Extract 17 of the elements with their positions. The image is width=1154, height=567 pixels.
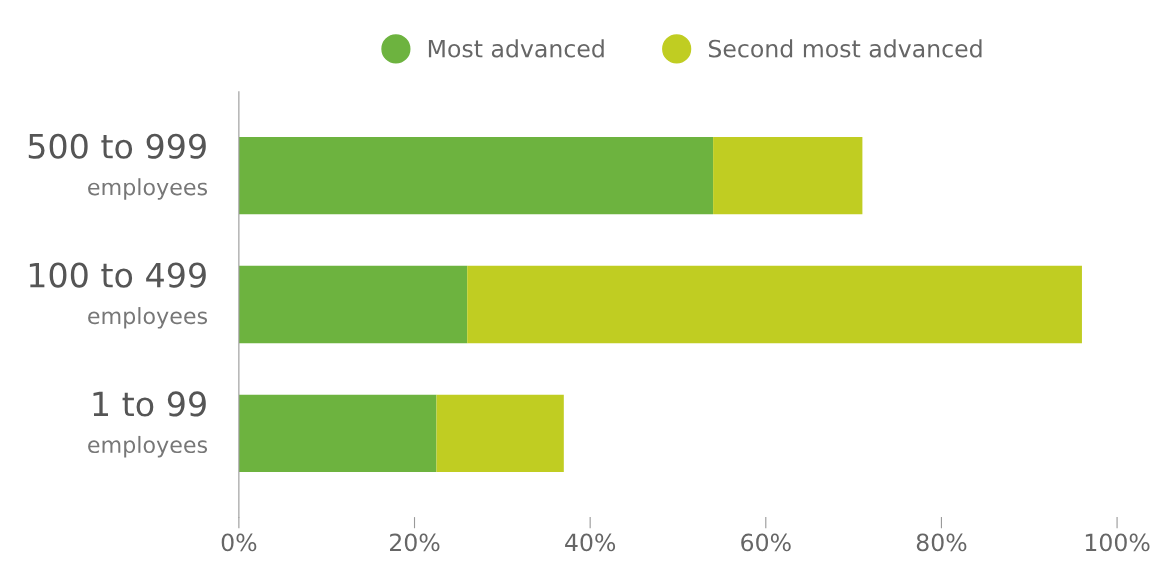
legend-label: Second most advanced xyxy=(708,39,982,58)
x-tick-label: 0% xyxy=(221,533,257,552)
bar xyxy=(238,136,714,215)
x-tick-label: 100% xyxy=(1085,533,1150,552)
x-tick-label: 60% xyxy=(741,533,791,552)
y-tick-label: 1 to 99 employees xyxy=(88,391,208,458)
bar xyxy=(713,136,863,215)
bar xyxy=(436,394,564,472)
y-tick-label: 100 to 499 employees xyxy=(29,262,208,329)
x-tick-label: 80% xyxy=(916,533,967,552)
x-tick-label: 20% xyxy=(390,533,440,552)
x-tick-label: 40% xyxy=(565,533,616,552)
legend-label: Most advanced xyxy=(428,39,604,58)
bar xyxy=(238,265,468,344)
bar xyxy=(238,394,437,472)
y-tick-label: 500 to 999 employees xyxy=(28,133,208,200)
bar xyxy=(467,265,1082,344)
